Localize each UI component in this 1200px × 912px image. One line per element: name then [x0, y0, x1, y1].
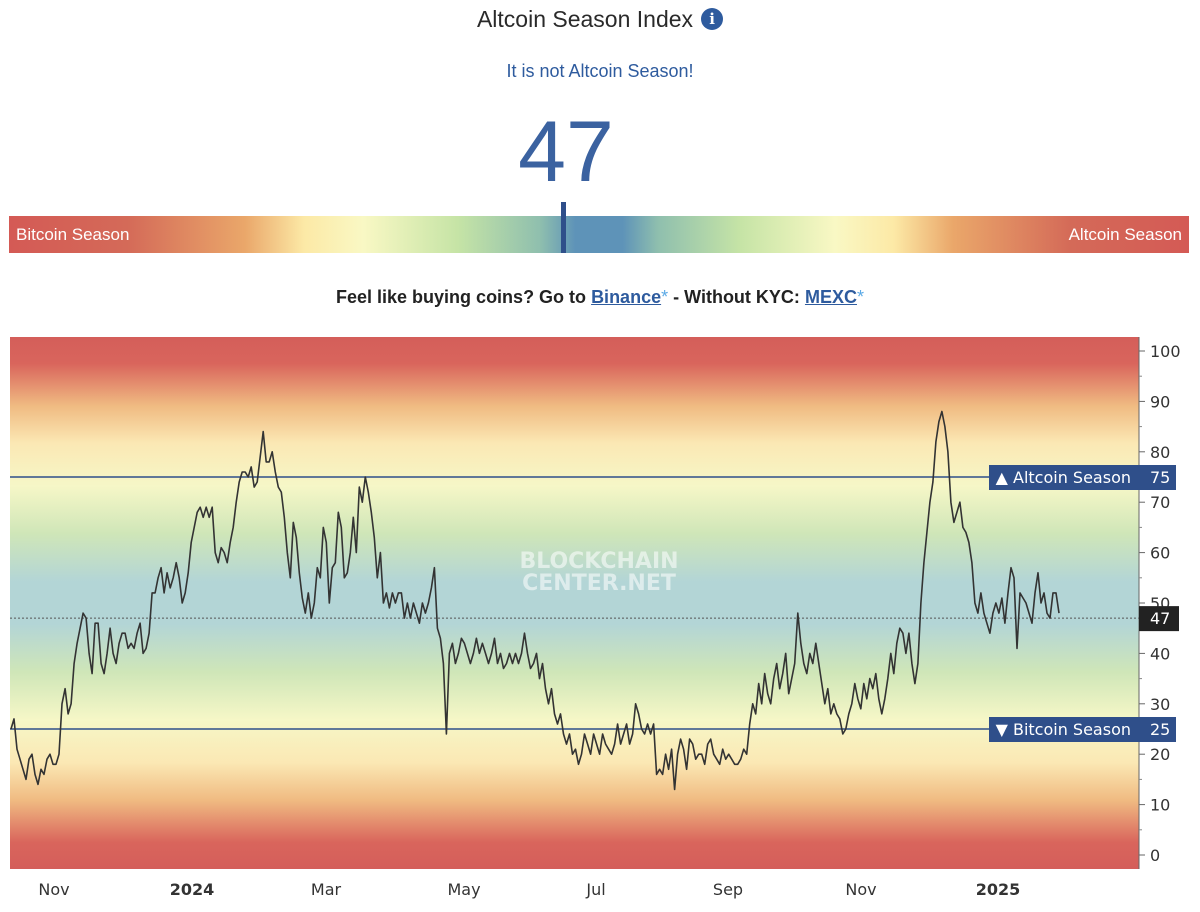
x-axis: Nov 2024 Mar May Jul Sep Nov 2025 [38, 880, 1020, 899]
promo-middle: - Without KYC: [673, 287, 800, 307]
season-scale-bar [9, 216, 1189, 253]
current-value-label: 47 [1150, 609, 1170, 628]
info-icon[interactable]: i [701, 8, 724, 30]
threshold-label-box [989, 465, 1176, 490]
x-tick-label: May [447, 880, 480, 899]
watermark-text: BLOCKCHAIN [519, 549, 678, 574]
scale-right-label: Altcoin Season [1068, 225, 1182, 244]
x-tick-label: Nov [845, 880, 876, 899]
x-tick-label: 2025 [976, 880, 1021, 899]
binance-star: * [661, 287, 669, 307]
y-tick-label: 60 [1150, 544, 1170, 563]
chart-background [10, 337, 1139, 869]
title-row: Altcoin Season Index i [0, 4, 1200, 34]
y-tick-label: 10 [1150, 796, 1170, 815]
series-line-path [10, 410, 1060, 791]
promo-line: Feel like buying coins? Go to Binance* -… [0, 287, 1200, 308]
threshold-label-value: 25 [1150, 720, 1170, 739]
promo-prefix: Feel like buying coins? Go to [336, 287, 587, 307]
watermark-text: CENTER.NET [522, 571, 676, 596]
series-line [10, 410, 1060, 791]
chart-container: BLOCKCHAIN CENTER.NET 0 10 20 30 40 50 60 70 80 90… [0, 330, 1200, 907]
y-tick-label: 0 [1150, 846, 1160, 865]
threshold-labels: ▲ Altcoin Season 75 ▼ Bitcoin Season 25 47 [989, 465, 1179, 742]
x-tick-label: 2024 [170, 880, 215, 899]
y-tick-label: 40 [1150, 644, 1170, 663]
y-tick-label: 20 [1150, 745, 1170, 764]
y-tick-label: 100 [1150, 342, 1181, 361]
mexc-link[interactable]: MEXC [804, 287, 857, 307]
binance-link[interactable]: Binance [591, 287, 662, 307]
x-tick-label: Jul [585, 880, 605, 899]
current-value-box [1139, 606, 1179, 632]
x-tick-label: Nov [38, 880, 69, 899]
y-tick-label: 70 [1150, 493, 1170, 512]
scale-left-label: Bitcoin Season [16, 225, 130, 244]
y-tick-label: 90 [1150, 392, 1170, 411]
threshold-label-text: ▲ Altcoin Season [996, 468, 1131, 487]
x-tick-label: Mar [311, 880, 342, 899]
threshold-label-text: ▼ Bitcoin Season [996, 720, 1131, 739]
threshold-lines [10, 476, 1139, 730]
y-tick-label: 80 [1150, 443, 1170, 462]
y-tick-label: 30 [1150, 695, 1170, 714]
threshold-label-value: 75 [1150, 468, 1170, 487]
season-status: It is not Altcoin Season! [506, 61, 694, 81]
page-title: Altcoin Season Index [476, 5, 694, 32]
mexc-star: * [856, 287, 864, 307]
scale-marker [561, 202, 567, 253]
index-value: 47 [518, 104, 614, 200]
x-tick-label: Sep [713, 880, 743, 899]
threshold-label-box [989, 717, 1176, 742]
